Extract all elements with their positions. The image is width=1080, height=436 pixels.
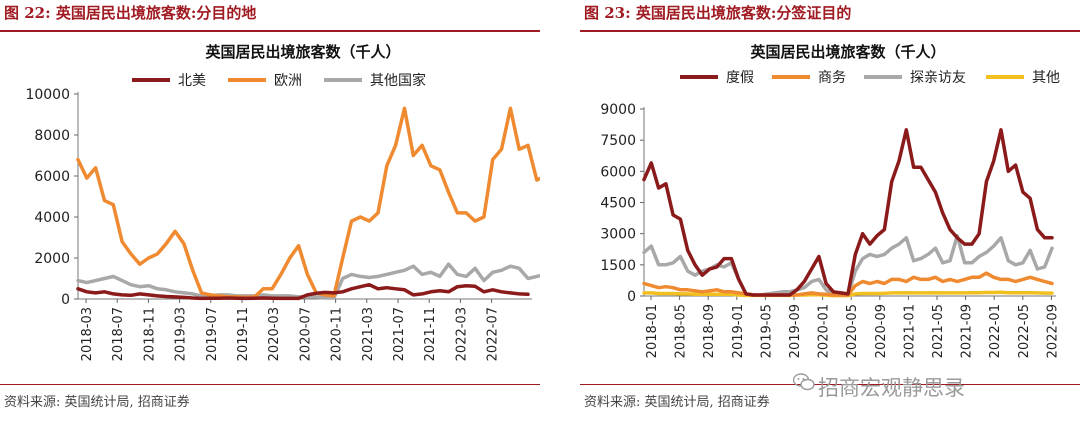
x-tick-label: 2021-11 xyxy=(423,307,438,361)
y-tick-label: 6000 xyxy=(34,169,70,185)
title-rule xyxy=(0,30,540,32)
legend-item: 探亲访友 xyxy=(864,70,966,86)
x-tick-label: 2021-09 xyxy=(960,304,975,358)
x-tick-label: 2019-11 xyxy=(236,307,251,361)
legend-label: 其他国家 xyxy=(370,72,426,89)
y-tick-label: 1500 xyxy=(600,258,636,274)
y-tick-label: 4000 xyxy=(34,210,70,226)
x-tick-label: 2021-07 xyxy=(392,307,407,361)
legend-label: 度假 xyxy=(726,70,754,86)
x-tick-label: 2019-07 xyxy=(205,307,220,361)
y-tick-label: 3000 xyxy=(600,227,636,243)
series-line xyxy=(76,106,540,300)
x-tick-label: 2022-01 xyxy=(988,304,1003,358)
chart-visa-purpose: 英国居民出境旅客数（千人） 度假 商务 探亲访友 其他 0 1500 3000 4500 6000… xyxy=(600,43,1060,358)
x-tick-label: 2018-03 xyxy=(80,307,95,361)
legend-label: 商务 xyxy=(818,70,846,86)
legend-item: 度假 xyxy=(680,70,754,86)
figure-22: 图 22: 英国居民出境旅客数:分目的地 英国居民出境旅客数（千人） 北美 欧洲 其他… xyxy=(0,4,540,410)
x-tick-label: 2020-07 xyxy=(298,307,313,361)
x-tick-label: 2019-01 xyxy=(731,304,746,358)
x-tick-label: 2019-05 xyxy=(759,304,774,358)
y-tick-label: 9000 xyxy=(600,102,636,118)
y-tick-label: 6000 xyxy=(600,164,636,180)
legend-label: 欧洲 xyxy=(274,73,302,89)
x-tick-label: 2019-09 xyxy=(788,304,803,358)
y-tick-label: 0 xyxy=(61,292,70,308)
source-rule xyxy=(0,384,540,385)
legend-item: 其他 xyxy=(986,70,1060,86)
x-tick-label: 2020-09 xyxy=(874,304,889,358)
x-tick-label: 2018-11 xyxy=(142,307,157,361)
x-tick-label: 2022-03 xyxy=(454,307,469,361)
y-tick-label: 2000 xyxy=(34,251,70,267)
chart-title: 英国居民出境旅客数（千人） xyxy=(750,43,945,61)
x-tick-label: 2018-07 xyxy=(111,307,126,361)
chart-destination: 英国居民出境旅客数（千人） 北美 欧洲 其他国家 0 2000 4000 6000 8000 10… xyxy=(25,43,540,361)
x-tick-label: 2019-03 xyxy=(174,307,189,361)
x-tick-label: 2018-01 xyxy=(645,304,660,358)
figure-title: 图 22: 英国居民出境旅客数:分目的地 xyxy=(4,4,257,22)
title-rule xyxy=(580,30,1080,32)
legend-item: 北美 xyxy=(132,73,206,89)
x-tick-label: 2021-01 xyxy=(902,304,917,358)
x-tick-label: 2020-11 xyxy=(330,307,345,361)
series-line xyxy=(76,262,540,300)
source-note: 资料来源: 英国统计局, 招商证券 xyxy=(4,395,190,410)
wechat-icon xyxy=(793,373,815,391)
y-tick-label: 8000 xyxy=(34,128,70,144)
y-tick-label: 7500 xyxy=(600,133,636,149)
x-tick-label: 2022-09 xyxy=(1045,304,1060,358)
series-line xyxy=(642,128,1054,297)
watermark: 招商宏观静思录 xyxy=(818,376,965,400)
x-tick-label: 2021-05 xyxy=(931,304,946,358)
source-rule xyxy=(580,384,1080,385)
legend-label: 其他 xyxy=(1032,70,1060,86)
x-tick-label: 2020-05 xyxy=(845,304,860,358)
chart-title: 英国居民出境旅客数（千人） xyxy=(205,43,400,61)
y-tick-label: 10000 xyxy=(25,87,70,103)
x-tick-label: 2018-05 xyxy=(674,304,689,358)
figure-23: 图 23: 英国居民出境旅客数:分签证目的 英国居民出境旅客数（千人） 度假 商务 探… xyxy=(580,0,1080,436)
legend-item: 其他国家 xyxy=(324,72,426,89)
x-tick-label: 2022-05 xyxy=(1017,304,1032,358)
legend-item: 欧洲 xyxy=(228,73,302,89)
y-tick-label: 4500 xyxy=(600,196,636,212)
figure-title: 图 23: 英国居民出境旅客数:分签证目的 xyxy=(584,4,852,22)
x-tick-label: 2021-03 xyxy=(361,307,376,361)
series-line xyxy=(76,282,530,301)
x-tick-label: 2022-07 xyxy=(486,307,501,361)
legend-label: 探亲访友 xyxy=(910,70,966,86)
x-tick-label: 2020-01 xyxy=(817,304,832,358)
legend-label: 北美 xyxy=(178,73,206,89)
y-tick-label: 0 xyxy=(627,289,636,305)
source-note: 资料来源: 英国统计局, 招商证券 xyxy=(584,395,770,410)
x-tick-label: 2020-03 xyxy=(267,307,282,361)
legend-item: 商务 xyxy=(772,70,846,86)
x-tick-label: 2018-09 xyxy=(702,304,717,358)
